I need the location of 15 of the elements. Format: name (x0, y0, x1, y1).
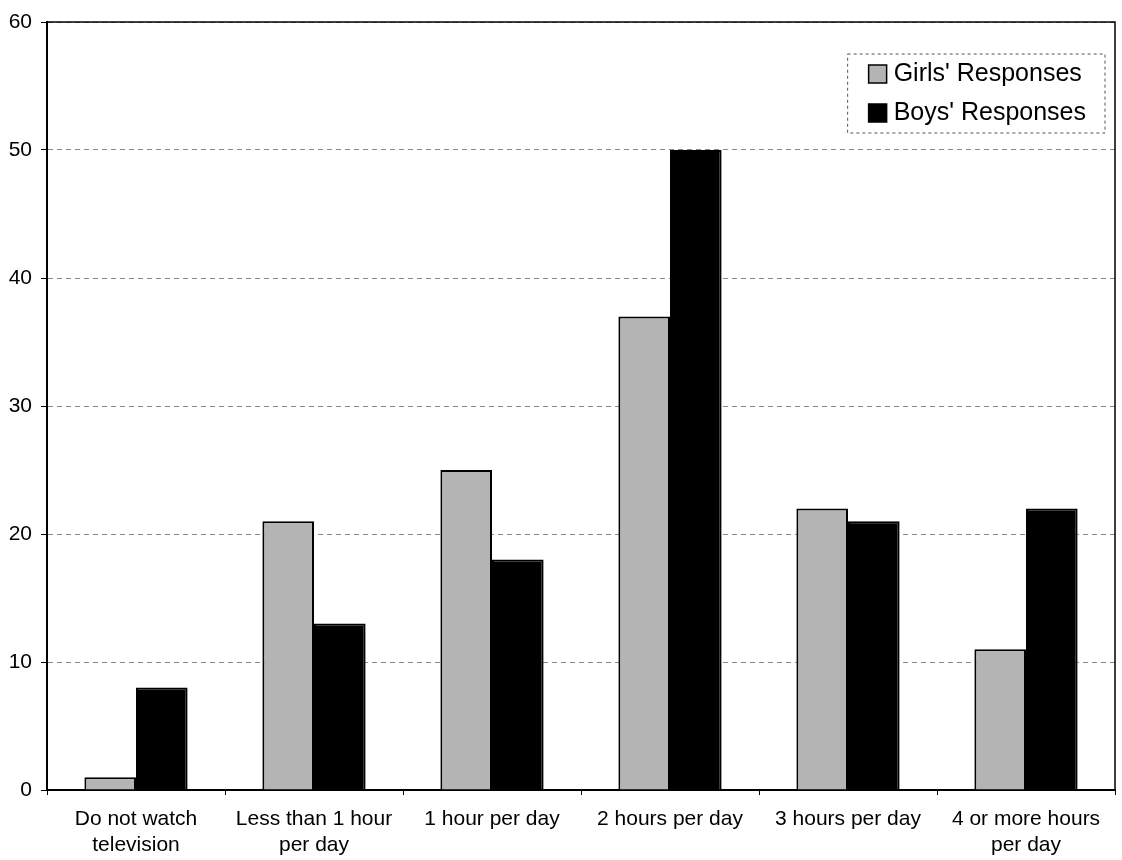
x-tick-label: 1 hour per day (424, 805, 561, 829)
x-tick-label: 4 or more hours per day (951, 805, 1101, 856)
y-tick-label: 10 (8, 648, 32, 672)
legend-label: Boys' Responses (893, 96, 1086, 125)
y-tick-label: 30 (8, 392, 32, 416)
x-tick-label: 2 hours per day (597, 805, 744, 829)
y-tick-label: 60 (8, 8, 32, 32)
x-tick-label: 3 hours per day (775, 805, 922, 829)
y-tick-label: 50 (8, 136, 32, 160)
y-tick-label: 20 (8, 520, 32, 544)
x-tick-label: Do not watch television (74, 805, 198, 856)
legend-label: Girls' Responses (893, 57, 1082, 86)
x-tick-label: Less than 1 hour per day (235, 805, 393, 856)
y-tick-label: 40 (8, 264, 32, 288)
y-tick-label: 0 (20, 776, 32, 800)
